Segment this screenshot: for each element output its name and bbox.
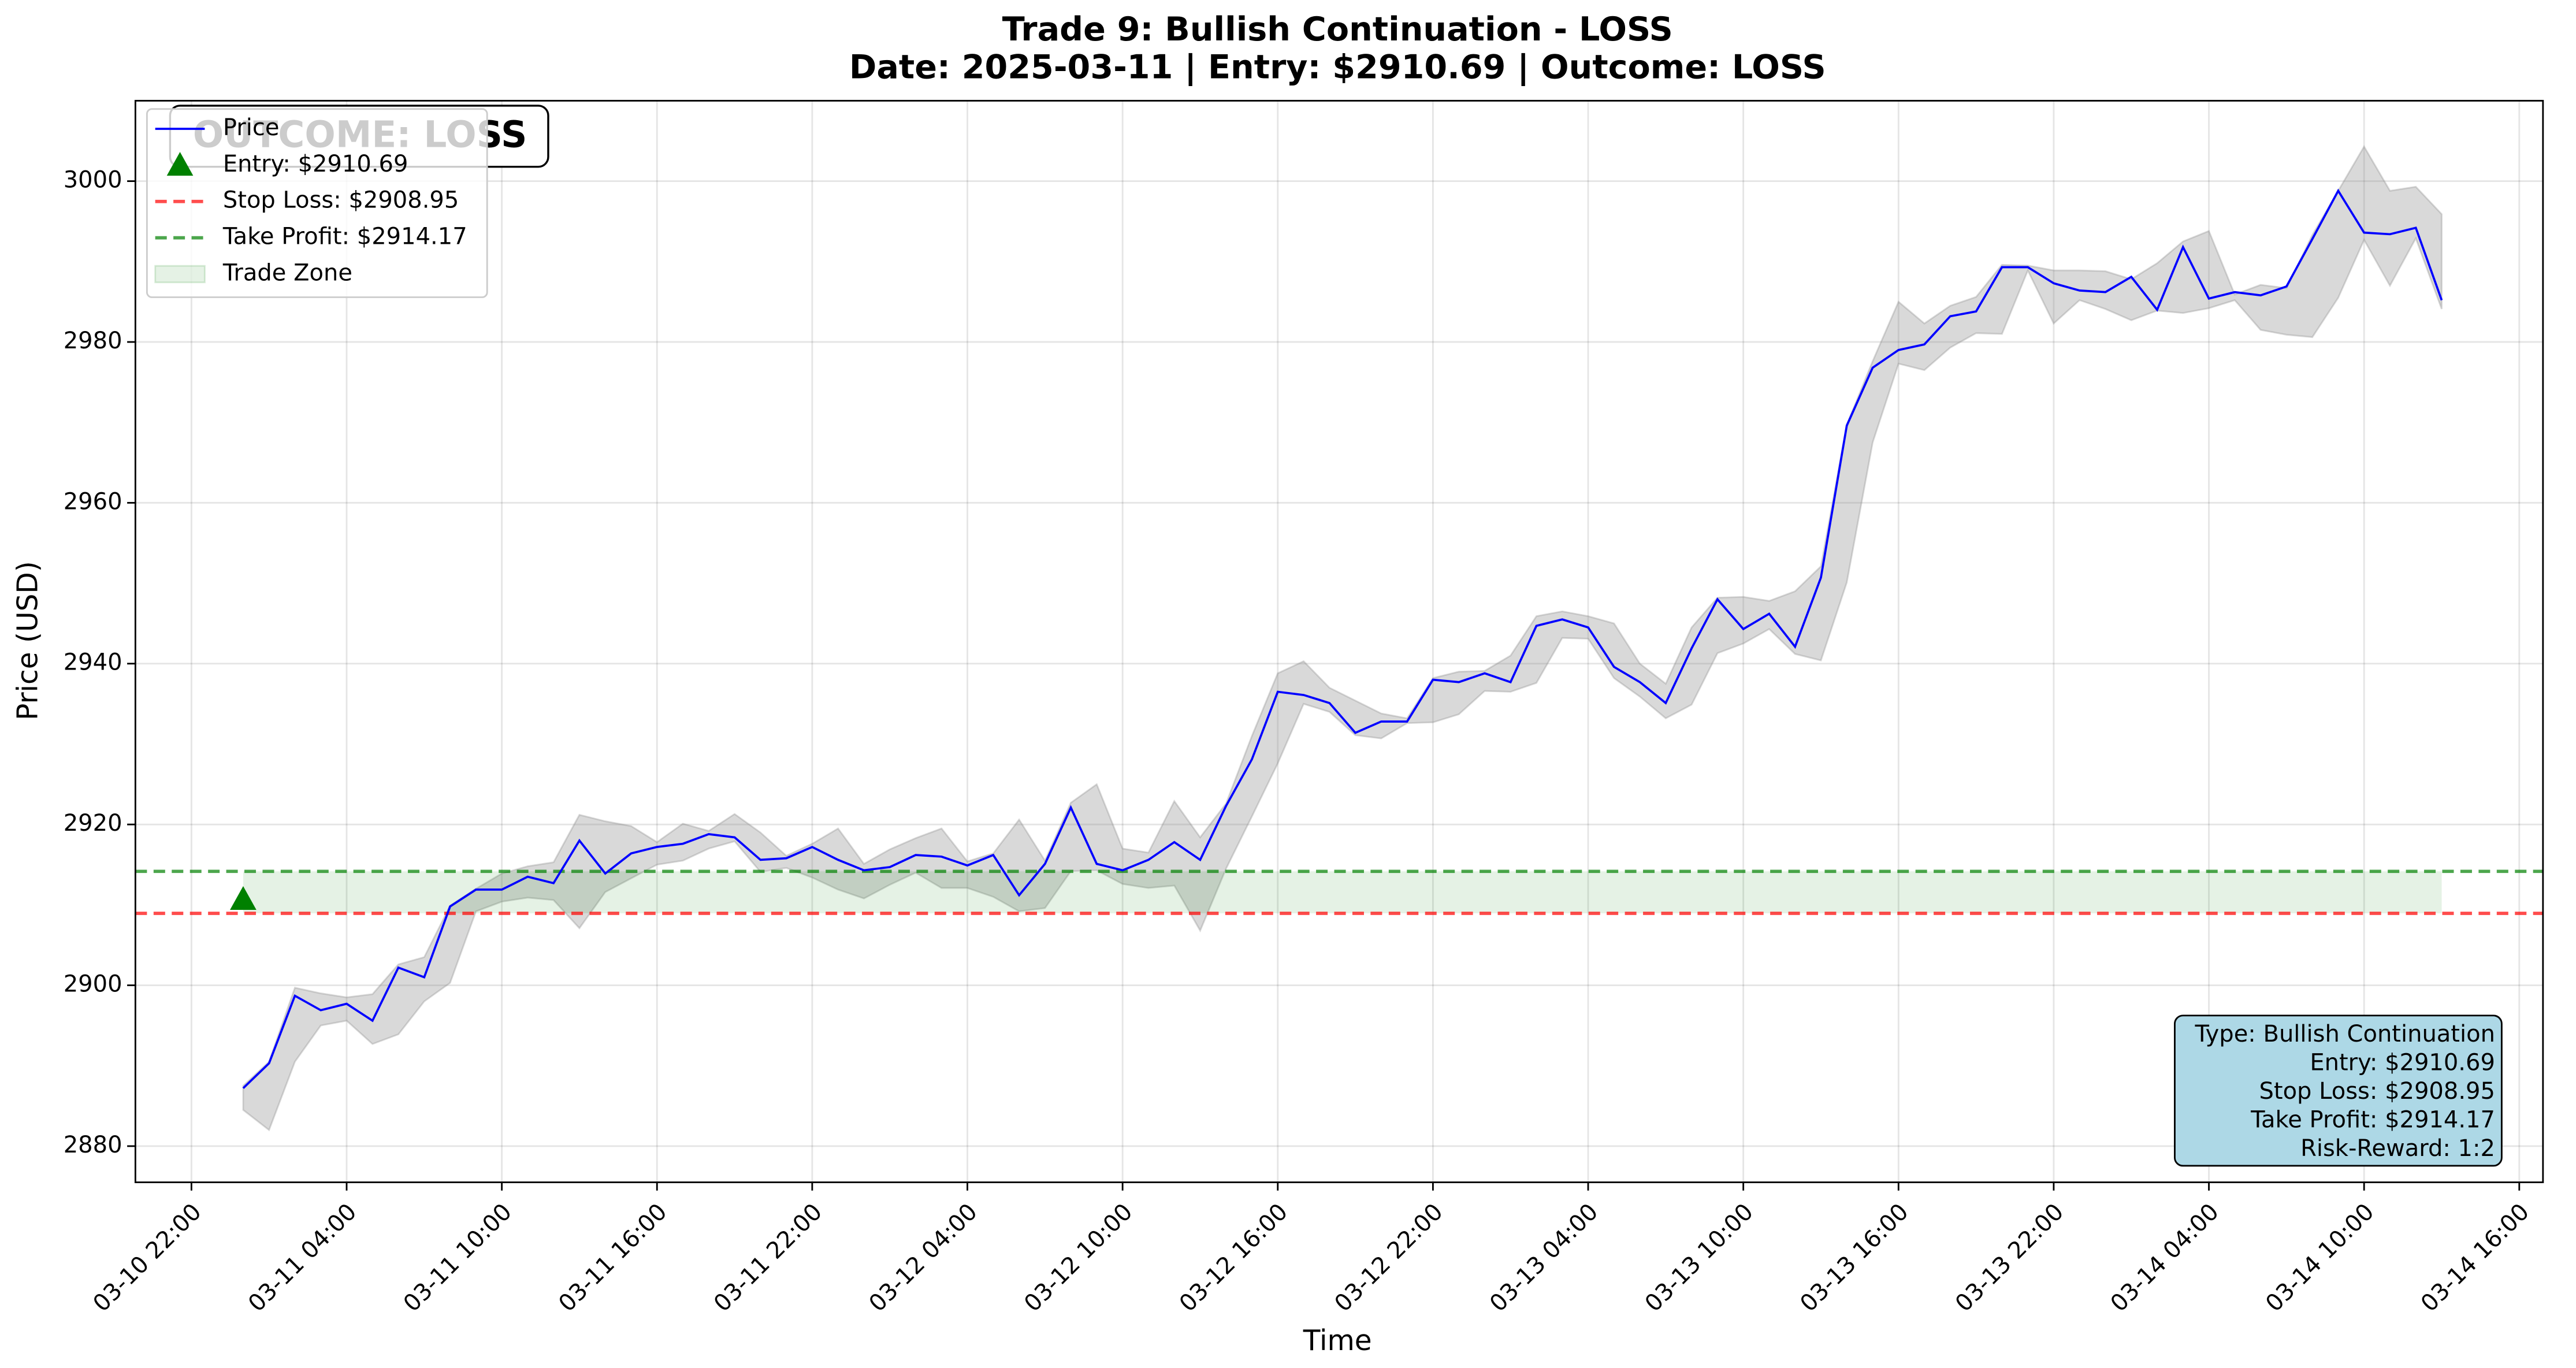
legend-label: Stop Loss: $2908.95	[223, 187, 459, 214]
y-tick-label: 2920	[64, 810, 122, 837]
chart-title: Trade 9: Bullish Continuation - LOSS	[1002, 10, 1673, 49]
plot-frame	[134, 99, 2544, 1184]
high-low-band	[242, 144, 2443, 1132]
info-line: Type: Bullish Continuation	[2194, 1021, 2495, 1047]
info-line: Stop Loss: $2908.95	[2259, 1078, 2495, 1105]
trade-zone	[243, 871, 2442, 913]
y-tick-label: 2940	[64, 649, 122, 676]
legend-box	[146, 108, 488, 298]
legend-label: Entry: $2910.69	[223, 151, 408, 177]
legend-trade-zone	[154, 265, 206, 284]
entry-marker	[230, 886, 257, 910]
y-tick-label: 3000	[64, 167, 122, 194]
y-tick-label: 2900	[64, 971, 122, 998]
y-tick-label: 2880	[64, 1132, 122, 1158]
price-line	[242, 188, 2443, 1090]
legend-entry	[166, 151, 194, 176]
info-line: Entry: $2910.69	[2310, 1050, 2495, 1076]
legend-label: Price	[223, 114, 280, 141]
chart-subtitle: Date: 2025-03-11 | Entry: $2910.69 | Out…	[849, 49, 1826, 87]
y-axis-label: Price (USD)	[12, 561, 44, 720]
info-line: Take Profit: $2914.17	[2250, 1107, 2495, 1133]
x-axis-label: Time	[1303, 1325, 1372, 1357]
y-tick-label: 2980	[64, 328, 122, 354]
legend-label: Take Profit: $2914.17	[222, 224, 467, 250]
info-box	[2173, 1014, 2503, 1167]
y-tick-label: 2960	[64, 488, 122, 515]
legend-label: Trade Zone	[222, 259, 352, 286]
info-line: Risk-Reward: 1:2	[2300, 1135, 2495, 1162]
